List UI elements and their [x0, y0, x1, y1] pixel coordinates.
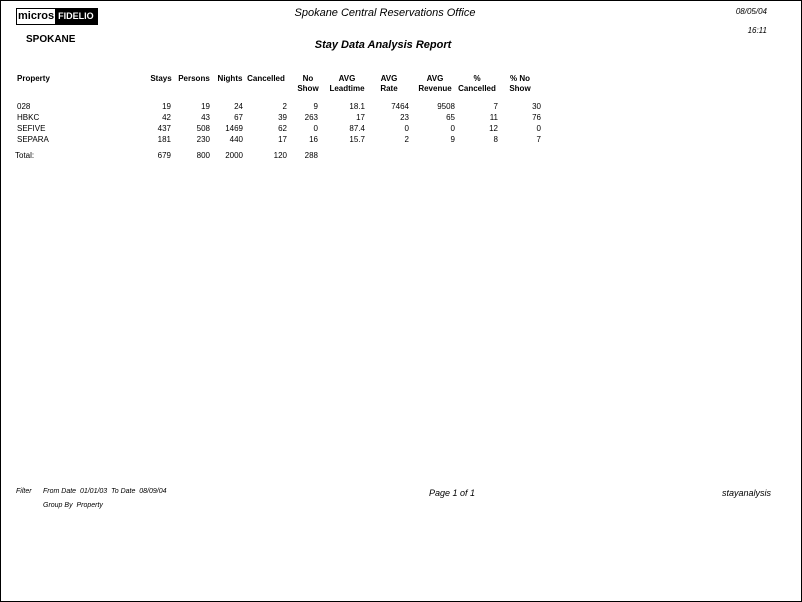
- table-cell: 7: [536, 135, 541, 144]
- column-header-line: Cancelled: [247, 74, 285, 83]
- column-header-line: Stays: [150, 74, 172, 83]
- table-cell: 8: [493, 135, 498, 144]
- table-cell: 2: [404, 135, 409, 144]
- table-cell: 0: [404, 124, 409, 133]
- column-header-line: % No: [510, 74, 530, 83]
- column-header: Persons: [164, 74, 224, 84]
- table-cell: 1469: [225, 124, 243, 133]
- row-property: SEFIVE: [17, 124, 46, 133]
- column-header-line: AVG: [338, 74, 356, 83]
- table-cell: 19: [201, 102, 210, 111]
- column-header-line: No: [302, 74, 314, 83]
- property-name: SPOKANE: [26, 34, 76, 45]
- filter-label: Filter: [16, 488, 32, 495]
- column-header-line: %: [473, 74, 481, 83]
- column-header-line: Show: [297, 84, 319, 93]
- table-cell: 65: [446, 113, 455, 122]
- table-cell: 16: [309, 135, 318, 144]
- column-header-line: Property: [17, 74, 50, 83]
- column-header-line: Persons: [178, 74, 210, 83]
- table-cell: 12: [489, 124, 498, 133]
- column-header: Cancelled: [236, 74, 296, 84]
- column-header-line: Leadtime: [329, 84, 365, 93]
- table-cell: 230: [196, 135, 210, 144]
- table-cell: 76: [532, 113, 541, 122]
- column-header-line: AVG: [380, 74, 398, 83]
- column-header: AVG Rate: [359, 74, 419, 94]
- column-header: % No Show: [490, 74, 550, 94]
- office-name: Spokane Central Reservations Office: [294, 7, 476, 19]
- table-cell: 43: [201, 113, 210, 122]
- total-cell: 679: [157, 151, 171, 160]
- row-property: HBKC: [17, 113, 40, 122]
- filter-dates: From Date 01/01/03 To Date 08/09/04: [43, 488, 167, 495]
- column-header: Nights: [200, 74, 260, 84]
- column-header: Stays: [131, 74, 191, 84]
- row-property: SEPARA: [17, 135, 49, 144]
- table-cell: 9508: [437, 102, 455, 111]
- column-header: AVG Revenue: [405, 74, 465, 94]
- table-cell: 17: [356, 113, 365, 122]
- table-cell: 7: [493, 102, 498, 111]
- table-cell: 9: [313, 102, 318, 111]
- table-cell: 181: [157, 135, 171, 144]
- total-cell: 800: [196, 151, 210, 160]
- micros-fidelio-logo: micros FIDELIO: [16, 8, 98, 25]
- table-cell: 87.4: [349, 124, 365, 133]
- column-header-line: Rate: [380, 84, 398, 93]
- table-cell: 19: [162, 102, 171, 111]
- table-cell: 0: [450, 124, 455, 133]
- table-cell: 440: [229, 135, 243, 144]
- table-cell: 23: [400, 113, 409, 122]
- table-cell: 30: [532, 102, 541, 111]
- column-header: No Show: [278, 74, 338, 94]
- column-header-line: Revenue: [418, 84, 452, 93]
- total-cell: 2000: [225, 151, 243, 160]
- table-cell: 39: [278, 113, 287, 122]
- table-cell: 11: [489, 113, 498, 122]
- table-cell: 62: [278, 124, 287, 133]
- report-time: 16:11: [747, 26, 767, 35]
- table-cell: 508: [196, 124, 210, 133]
- table-cell: 9: [450, 135, 455, 144]
- column-header: % Cancelled: [447, 74, 507, 94]
- table-cell: 18.1: [349, 102, 365, 111]
- total-cell: 120: [273, 151, 287, 160]
- table-cell: 67: [234, 113, 243, 122]
- table-cell: 15.7: [349, 135, 365, 144]
- column-header-line: AVG: [426, 74, 444, 83]
- column-header: Property: [17, 74, 50, 84]
- table-cell: 17: [278, 135, 287, 144]
- table-cell: 0: [536, 124, 541, 133]
- table-cell: 263: [304, 113, 318, 122]
- column-header: AVG Leadtime: [317, 74, 377, 94]
- column-header-line: Show: [509, 84, 531, 93]
- group-by: Group By Property: [43, 502, 103, 509]
- page-number: Page 1 of 1: [428, 488, 476, 498]
- report-date: 08/05/04: [735, 7, 767, 16]
- table-cell: 42: [162, 113, 171, 122]
- report-name: stayanalysis: [721, 488, 771, 498]
- table-cell: 437: [157, 124, 171, 133]
- row-property: 028: [17, 102, 31, 111]
- column-header-line: Nights: [217, 74, 243, 83]
- report-title: Stay Data Analysis Report: [314, 39, 452, 51]
- table-cell: 7464: [391, 102, 409, 111]
- column-header-line: Cancelled: [458, 84, 496, 93]
- total-cell: 288: [304, 151, 318, 160]
- table-cell: 2: [282, 102, 287, 111]
- total-label: Total:: [15, 151, 35, 160]
- table-cell: 24: [234, 102, 243, 111]
- table-cell: 0: [313, 124, 318, 133]
